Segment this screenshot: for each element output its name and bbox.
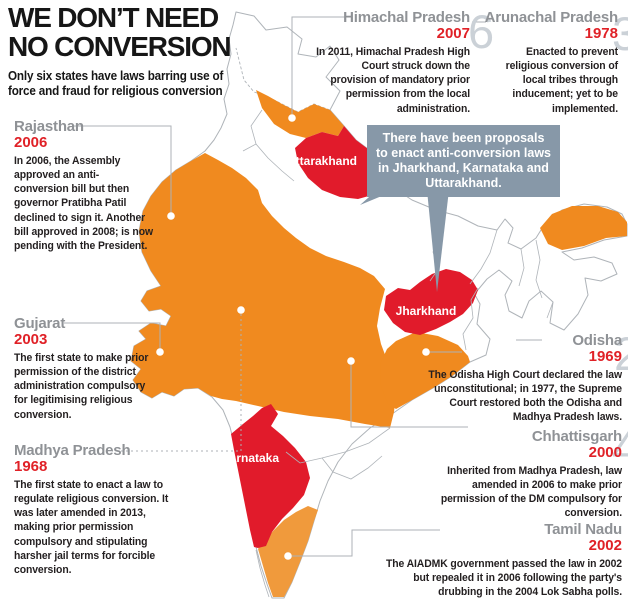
state-year: 2000: [588, 443, 622, 461]
map-state-rajasthan-gujarat-mp-chhattisgarh: [131, 153, 396, 428]
state-block-himachal-pradesh: Himachal Pradesh 2007 In 2011, Himachal …: [302, 10, 470, 116]
leader-lines: [64, 16, 542, 557]
state-name: Arunachal Pradesh: [484, 9, 619, 26]
headline-line1: WE DON’T NEED: [8, 2, 219, 33]
leader-madhya-pradesh: [112, 314, 242, 452]
map-state-arunachal-pradesh: [540, 206, 627, 250]
map-label-karnataka: Karnataka: [221, 451, 279, 465]
leader-rajasthan: [74, 125, 172, 213]
state-name: Rajasthan: [14, 118, 84, 135]
state-year: 1968: [14, 457, 48, 475]
state-text: In 2006, the Assembly approved an anti-c…: [14, 154, 153, 253]
dot-himachal-pradesh: [288, 114, 296, 122]
dot-chhattisgarh: [347, 357, 355, 365]
internal-borders: [242, 109, 554, 598]
state-name: Gujarat: [14, 315, 66, 332]
state-block-gujarat: Gujarat 2003 The first state to make pri…: [14, 316, 172, 422]
state-text: The Odisha High Court declared the law u…: [428, 368, 622, 424]
state-year: 2006: [14, 133, 48, 151]
state-year: 2003: [14, 330, 48, 348]
map-state-labels: Uttarakhand Jharkhand Karnataka: [221, 154, 456, 465]
proposals-callout: There have been proposals to enact anti-…: [367, 125, 560, 197]
state-name: Madhya Pradesh: [14, 442, 131, 459]
map-state-jharkhand: [384, 269, 478, 335]
state-year: 2007: [436, 24, 470, 42]
state-block-rajasthan: Rajasthan 2006 In 2006, the Assembly app…: [14, 119, 164, 253]
state-name: Odisha: [572, 332, 622, 349]
state-block-arunachal-pradesh: Arunachal Pradesh 1978 Enacted to preven…: [482, 9, 619, 116]
map-state-odisha: [380, 332, 470, 409]
leader-himachal-pradesh: [291, 16, 345, 114]
map-label-uttarakhand: Uttarakhand: [287, 154, 357, 168]
map-dots: [156, 114, 430, 560]
state-block-chhattisgarh: Chhattisgarh 2000 Inherited from Madhya …: [410, 429, 622, 521]
map-state-tamil-nadu: [258, 506, 318, 597]
dot-gujarat: [156, 348, 164, 356]
state-text: The AIADMK government passed the law in …: [385, 557, 622, 599]
leader-gujarat: [64, 322, 161, 349]
dot-rajasthan: [167, 212, 175, 220]
headline-line2: NO CONVERSION: [8, 30, 232, 62]
state-year: 1978: [584, 24, 618, 42]
leader-tamil-nadu: [292, 529, 440, 557]
numeral-odisha: 2: [614, 327, 628, 380]
map-state-karnataka: [231, 404, 310, 548]
state-block-tamil-nadu: Tamil Nadu 2002 The AIADMK government pa…: [366, 522, 622, 599]
headline: WE DON’T NEED NO CONVERSION Only six sta…: [8, 2, 248, 99]
state-text: In 2011, Himachal Pradesh High Court str…: [316, 45, 470, 115]
state-block-madhya-pradesh: Madhya Pradesh 1968 The first state to e…: [14, 443, 180, 577]
numeral-chhattisgarh: 4: [612, 421, 628, 474]
state-year: 1969: [588, 347, 622, 365]
headline-subtitle: Only six states have laws barring use of…: [8, 68, 224, 99]
leader-chhattisgarh: [350, 364, 468, 428]
dot-tamil-nadu: [284, 552, 292, 560]
dot-odisha: [422, 348, 430, 356]
state-text: Inherited from Madhya Pradesh, law amend…: [440, 464, 622, 520]
state-text: The first state to make prior permission…: [14, 351, 149, 421]
map-state-himachal-pradesh: [256, 90, 344, 138]
state-block-odisha: Odisha 1969 The Odisha High Court declar…: [410, 333, 622, 425]
state-name: Tamil Nadu: [544, 521, 622, 538]
map-label-jharkhand: Jharkhand: [396, 304, 457, 318]
numeral-himachal: 6: [468, 5, 495, 58]
state-name: Himachal Pradesh: [343, 9, 470, 26]
dot-madhya-pradesh: [237, 306, 245, 314]
callout-tail-jharkhand: [427, 190, 449, 292]
state-text: Enacted to prevent religious conversion …: [505, 45, 618, 115]
state-year: 2002: [588, 536, 622, 554]
state-text: The first state to enact a law to regula…: [14, 478, 169, 577]
numeral-arunachal: 3: [612, 7, 628, 60]
state-name: Chhattisgarh: [531, 428, 622, 445]
